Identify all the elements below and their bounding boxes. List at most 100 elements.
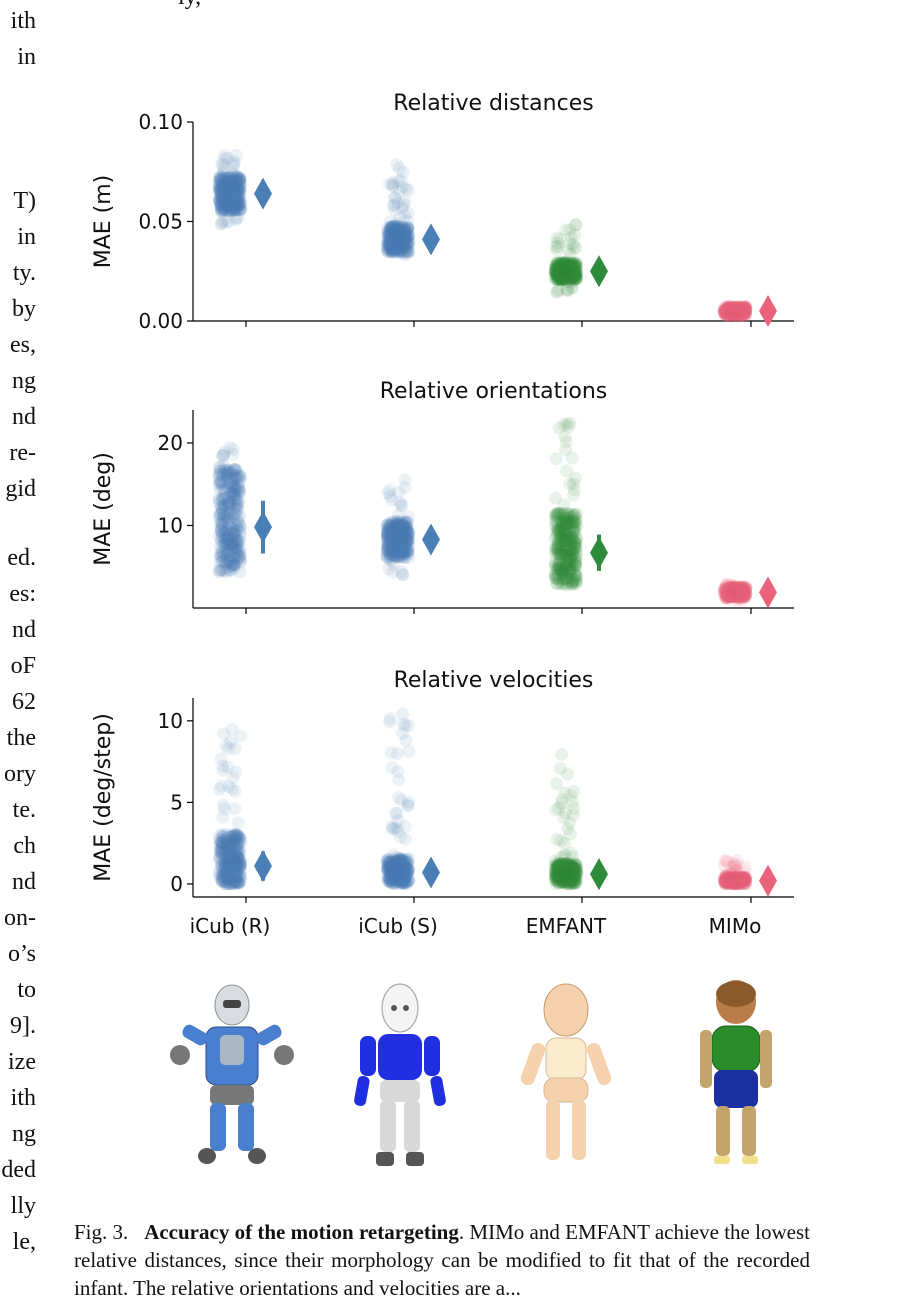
data-point (216, 512, 230, 526)
data-point (381, 529, 395, 543)
data-point (396, 238, 410, 252)
data-point (382, 520, 396, 534)
data-point (723, 301, 737, 315)
data-point (394, 539, 408, 553)
data-point (216, 194, 230, 208)
data-point (225, 176, 239, 190)
data-point (233, 471, 247, 485)
data-point (391, 224, 405, 238)
data-point (385, 244, 399, 258)
data-point (401, 214, 415, 228)
data-point (396, 530, 410, 544)
left-column-line: 62 (12, 689, 36, 715)
data-point (221, 494, 235, 508)
data-point (226, 497, 240, 511)
data-point (402, 533, 416, 547)
data-point (222, 187, 236, 201)
data-point (383, 549, 397, 563)
data-point (213, 185, 227, 199)
data-point (719, 305, 733, 319)
data-point (222, 215, 236, 229)
data-point (227, 502, 241, 516)
data-point (724, 307, 738, 321)
data-point (386, 178, 400, 192)
data-point (381, 234, 395, 248)
data-point (388, 191, 402, 205)
data-point (217, 445, 231, 459)
data-point (717, 304, 731, 318)
data-point (400, 231, 414, 245)
data-point (726, 305, 740, 319)
data-point (395, 530, 409, 544)
mean-marker (422, 523, 440, 556)
data-point (728, 302, 742, 316)
data-point (227, 203, 241, 217)
data-point (718, 304, 732, 318)
data-point (224, 487, 238, 501)
data-point (388, 521, 402, 535)
data-point (724, 300, 738, 314)
data-point (558, 266, 572, 280)
data-point (215, 171, 229, 185)
data-point (724, 307, 738, 321)
data-point (391, 232, 405, 246)
data-point (216, 468, 230, 482)
data-point (228, 201, 242, 215)
data-point (733, 308, 747, 322)
data-point (216, 193, 230, 207)
data-point (395, 535, 409, 549)
data-point (393, 236, 407, 250)
data-point (230, 193, 244, 207)
data-point (215, 518, 229, 532)
data-point (558, 529, 572, 543)
data-point (567, 241, 581, 255)
data-point (217, 458, 231, 472)
data-point (391, 549, 405, 563)
data-point (396, 519, 410, 533)
data-point (557, 526, 571, 540)
data-point (390, 239, 404, 253)
data-point (221, 466, 235, 480)
data-point (229, 190, 243, 204)
data-point (559, 270, 573, 284)
data-point (232, 171, 246, 185)
data-point (395, 529, 409, 543)
data-point (385, 516, 399, 530)
data-point (393, 520, 407, 534)
data-point (226, 180, 240, 194)
data-point (734, 305, 748, 319)
data-point (215, 217, 229, 231)
series-1 (380, 707, 440, 891)
data-point (231, 522, 245, 536)
left-column-line: lly (10, 1193, 36, 1219)
data-point (552, 267, 566, 281)
data-point (569, 271, 583, 285)
data-point (727, 307, 741, 321)
data-point (226, 180, 240, 194)
data-point (559, 255, 573, 269)
data-point (397, 240, 411, 254)
data-point (738, 302, 752, 316)
data-point (385, 243, 399, 257)
data-point (224, 186, 238, 200)
data-point (231, 199, 245, 213)
data-point (225, 782, 239, 796)
chart-title: Relative distances (393, 91, 593, 116)
data-point (567, 261, 581, 275)
data-point (565, 264, 579, 278)
data-point (383, 241, 397, 255)
data-point (550, 256, 564, 270)
data-point (225, 510, 239, 524)
data-point (562, 258, 576, 272)
data-point (226, 558, 240, 572)
data-point (560, 284, 574, 298)
data-point (386, 227, 400, 241)
data-point (396, 522, 410, 536)
data-point (220, 537, 234, 551)
data-point (380, 528, 394, 542)
data-point (393, 496, 407, 510)
data-point (720, 308, 734, 322)
data-point (381, 238, 395, 252)
data-point (229, 492, 243, 506)
data-point (219, 510, 233, 524)
